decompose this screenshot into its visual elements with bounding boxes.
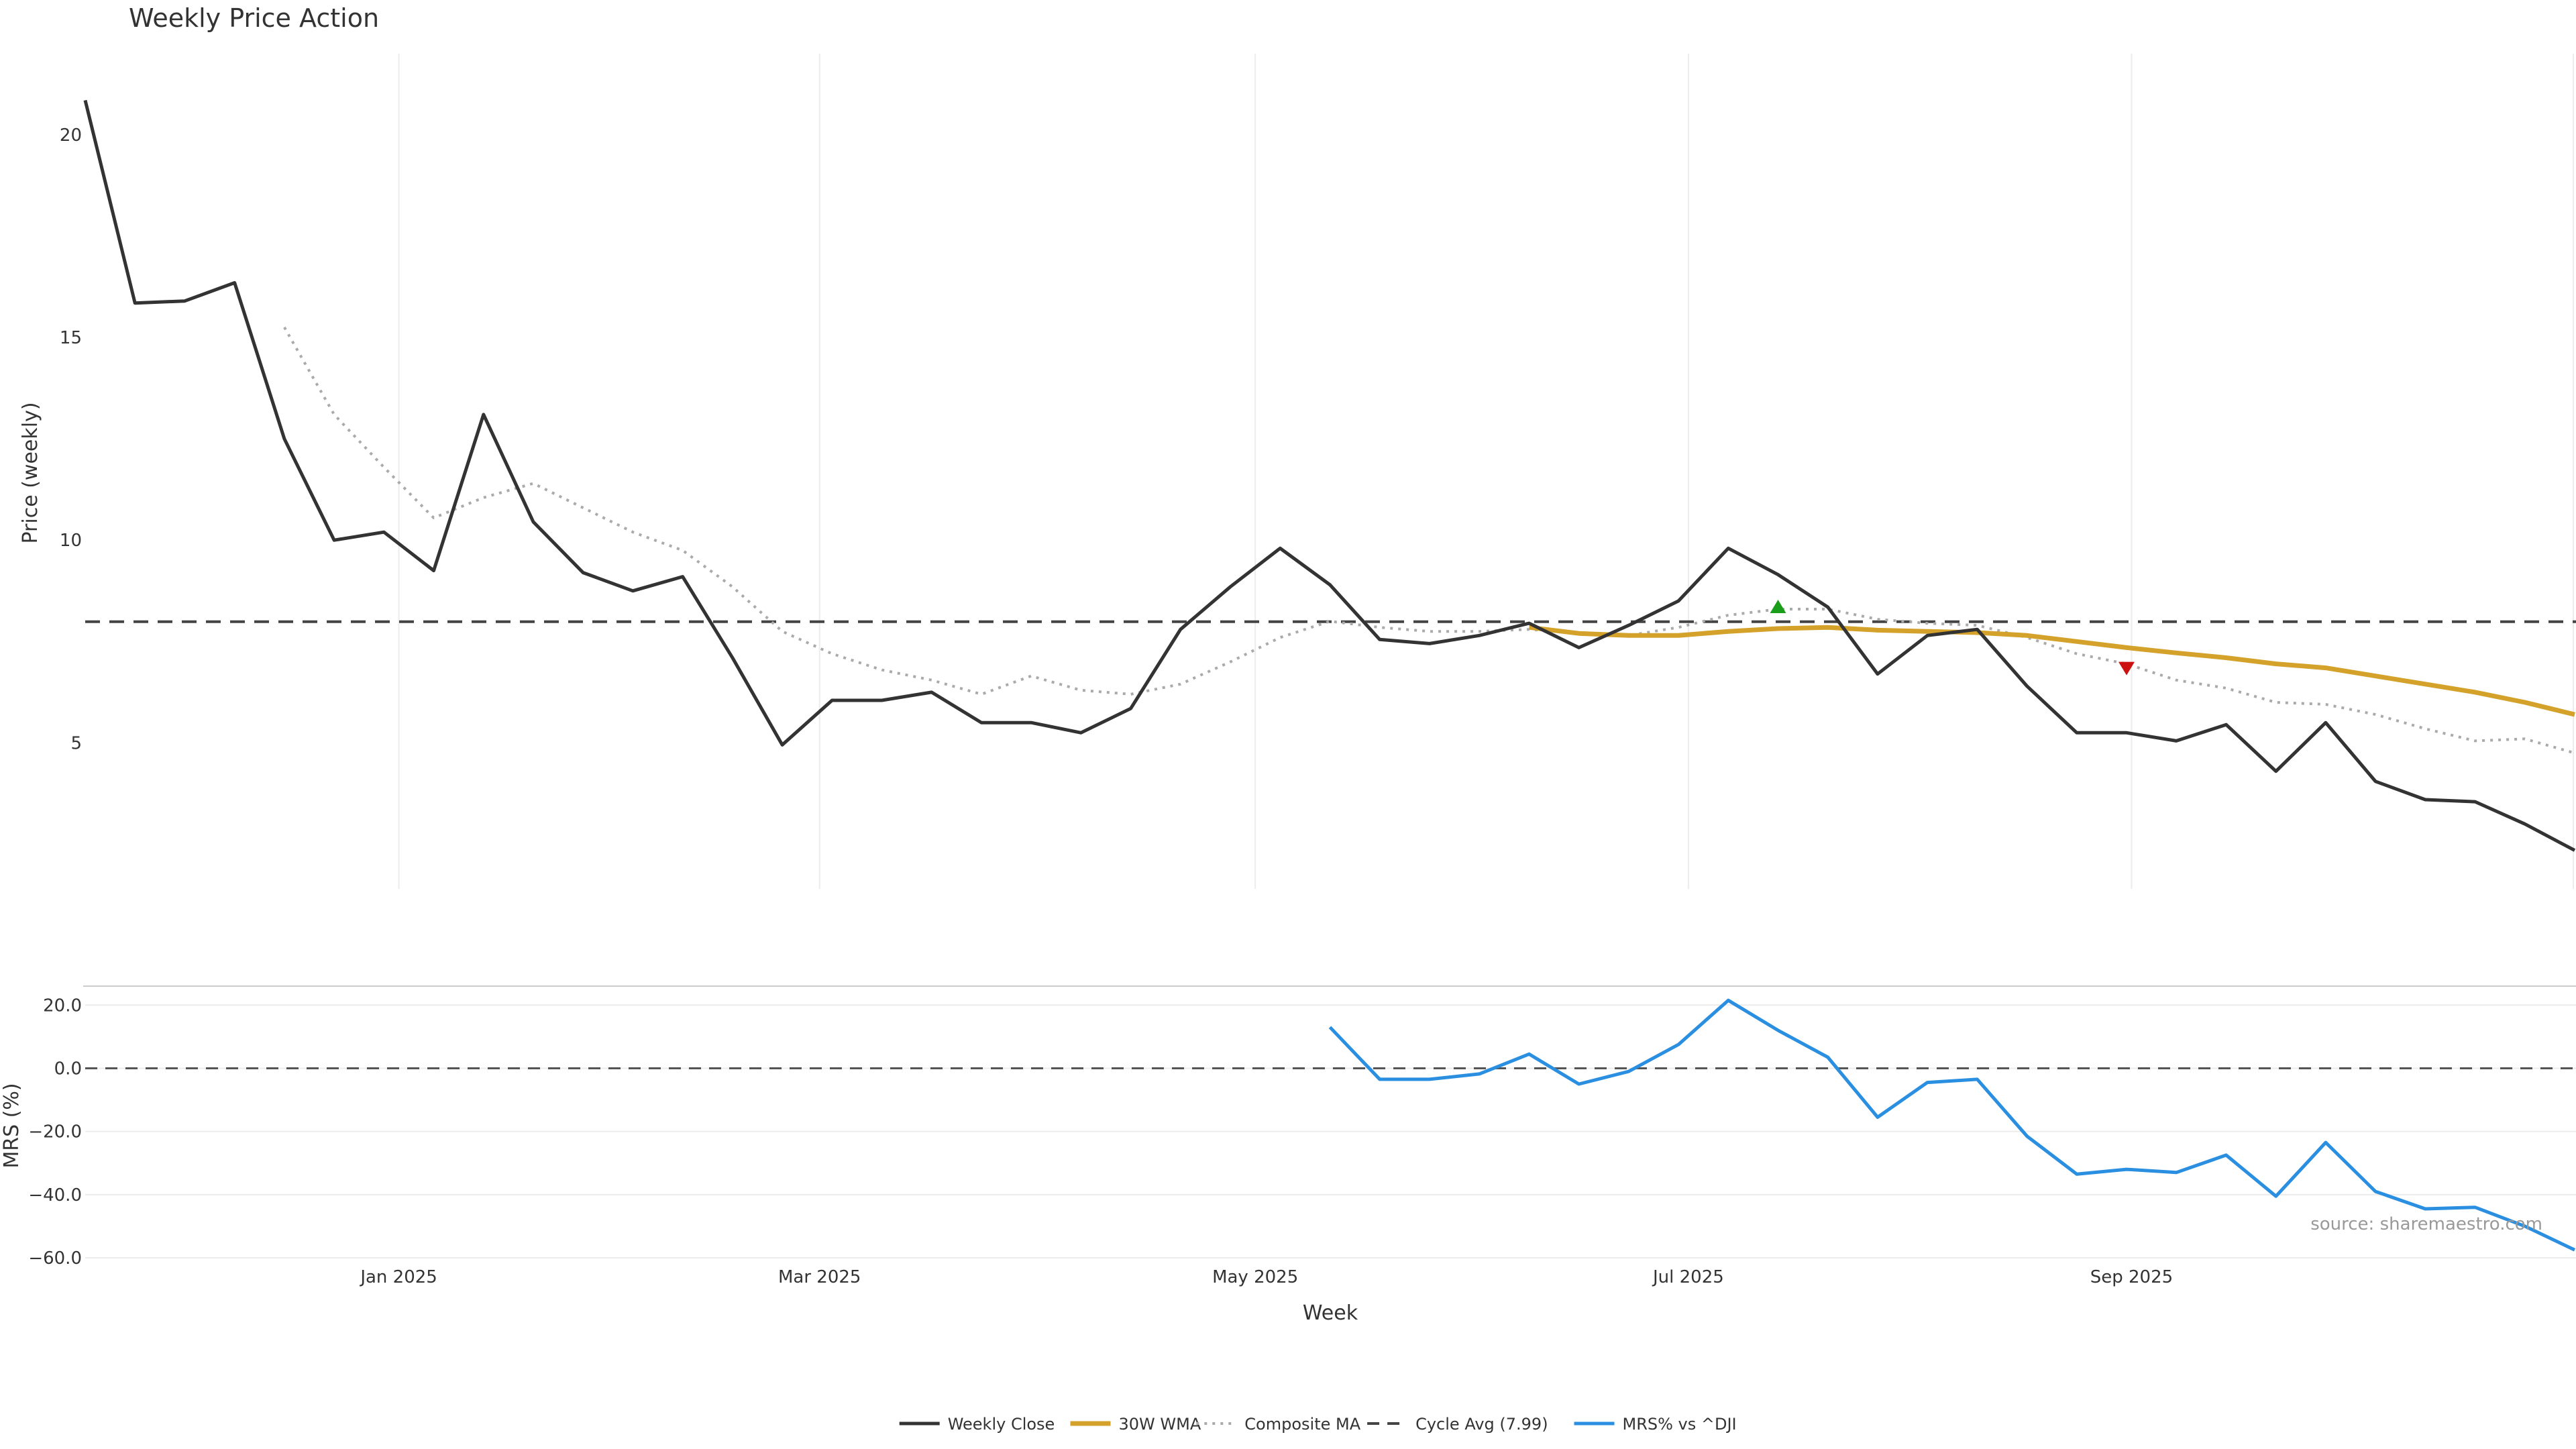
buy-signal-marker [1770,599,1786,613]
x-tick-sep-2025: Sep 2025 [2090,1267,2173,1287]
price-y-tick-10: 10 [60,531,82,551]
price-y-axis-label: Price (weekly) [19,402,42,543]
mrs-panel-series [85,998,2576,1252]
mrs-mrs-vs-dji-line [1328,998,2576,1252]
price-panel-series [83,99,2576,852]
mrs-y-tick-0: 20.0 [43,996,82,1016]
legend-label-mrs-vs-dji: MRS% vs ^DJI [1623,1415,1737,1434]
mrs-panel-grid [85,1004,2576,1258]
legend: Weekly Close 30W WMA Composite MA Cycle Avg… [899,1415,1737,1434]
legend-label-composite-ma: Composite MA [1244,1415,1360,1434]
price-30w-wma-line [1528,625,2575,717]
legend-label-weekly-close: Weekly Close [948,1415,1055,1434]
price-y-tick-5: 5 [70,733,82,753]
x-axis-label: Week [1303,1301,1358,1325]
chart-title: Weekly Price Action [129,3,379,33]
legend-label-30w-wma: 30W WMA [1119,1415,1201,1434]
price-y-tick-20: 20 [60,125,82,146]
mrs-panel: 20.0 0.0 −20.0 −40.0 −60.0 Jan 2025 Mar 2025 M… [0,985,2576,1325]
legend-label-cycle-avg-7-99: Cycle Avg (7.99) [1415,1415,1548,1434]
x-tick-jan-2025: Jan 2025 [359,1267,437,1287]
x-tick-jul-2025: Jul 2025 [1652,1267,1724,1287]
x-tick-may-2025: May 2025 [1212,1267,1298,1287]
mrs-y-ticks: 20.0 0.0 −20.0 −40.0 −60.0 [28,996,82,1269]
mrs-y-tick-4: −60.0 [28,1248,82,1269]
price-weekly-close-line [83,99,2576,852]
price-panel-grid [398,54,2574,889]
x-ticks: Jan 2025 Mar 2025 May 2025 Jul 2025 Sep 2025 [359,1267,2173,1287]
mrs-y-tick-2: −20.0 [28,1122,82,1142]
mrs-y-axis-label: MRS (%) [0,1083,23,1168]
price-y-tick-15: 15 [60,328,82,348]
mrs-y-tick-1: 0.0 [54,1059,82,1079]
price-panel: 5 10 15 20 Price (weekly) [19,54,2576,889]
price-panel-markers [1770,599,2135,676]
x-tick-mar-2025: Mar 2025 [778,1267,861,1287]
price-composite-ma-line [283,326,2575,755]
sell-signal-marker [2118,661,2135,676]
mrs-y-tick-3: −40.0 [28,1185,82,1205]
price-y-ticks: 5 10 15 20 [60,125,82,754]
source-note: source: sharemaestro.com [2310,1214,2542,1234]
